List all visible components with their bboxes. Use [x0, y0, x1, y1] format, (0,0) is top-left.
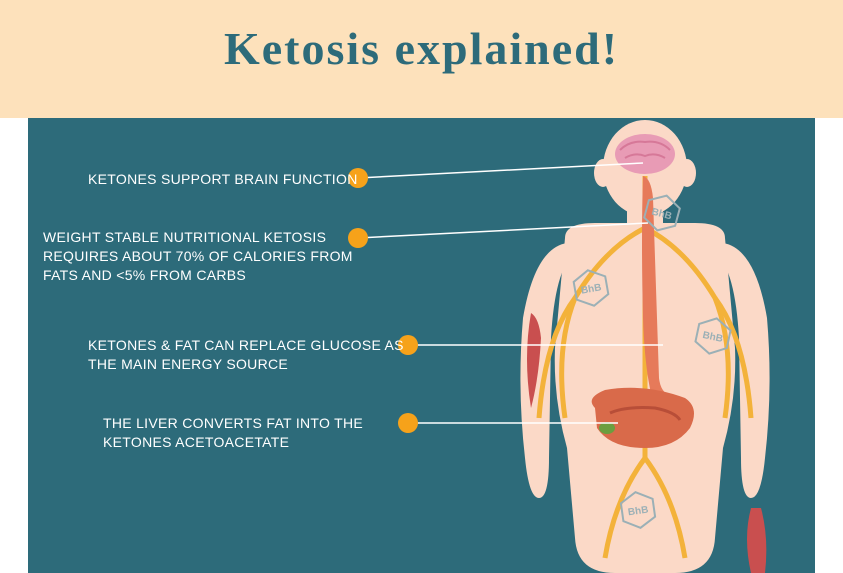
body-illustration [475, 118, 815, 573]
callout-brain: KETONES SUPPORT BRAIN FUNCTION [88, 170, 388, 189]
ear-right [678, 159, 696, 187]
callout-liver: THE LIVER CONVERTS FAT INTO THE KETONES … [103, 414, 403, 452]
page-title: Ketosis explained! [224, 22, 619, 75]
brain-icon [615, 134, 675, 174]
main-panel: BhBBhBBhBBhB KETONES SUPPORT BRAIN FUNCT… [28, 118, 815, 573]
ear-left [594, 159, 612, 187]
callout-energy: KETONES & FAT CAN REPLACE GLUCOSE AS THE… [88, 336, 428, 374]
gallbladder-icon [599, 422, 615, 434]
muscle-right [747, 508, 766, 573]
infographic-root: Ketosis explained! [0, 0, 843, 573]
callout-macros: WEIGHT STABLE NUTRITIONAL KETOSIS REQUIR… [43, 228, 383, 285]
